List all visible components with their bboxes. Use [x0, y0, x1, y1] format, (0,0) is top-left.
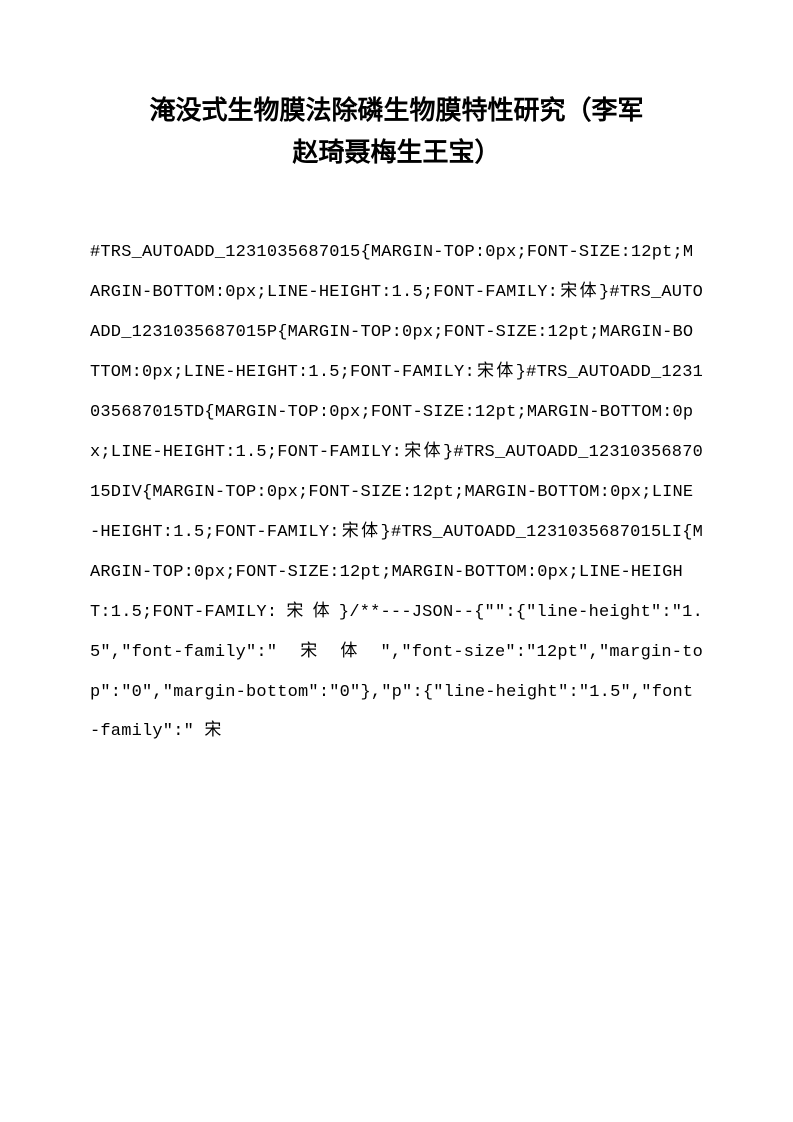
title-line-1: 淹没式生物膜法除磷生物膜特性研究（李军	[149, 96, 643, 125]
document-body: #TRS_AUTOADD_1231035687015{MARGIN-TOP:0p…	[90, 233, 703, 752]
document-title: 淹没式生物膜法除磷生物膜特性研究（李军 赵琦聂梅生王宝）	[90, 90, 703, 173]
title-line-2: 赵琦聂梅生王宝）	[292, 138, 500, 167]
